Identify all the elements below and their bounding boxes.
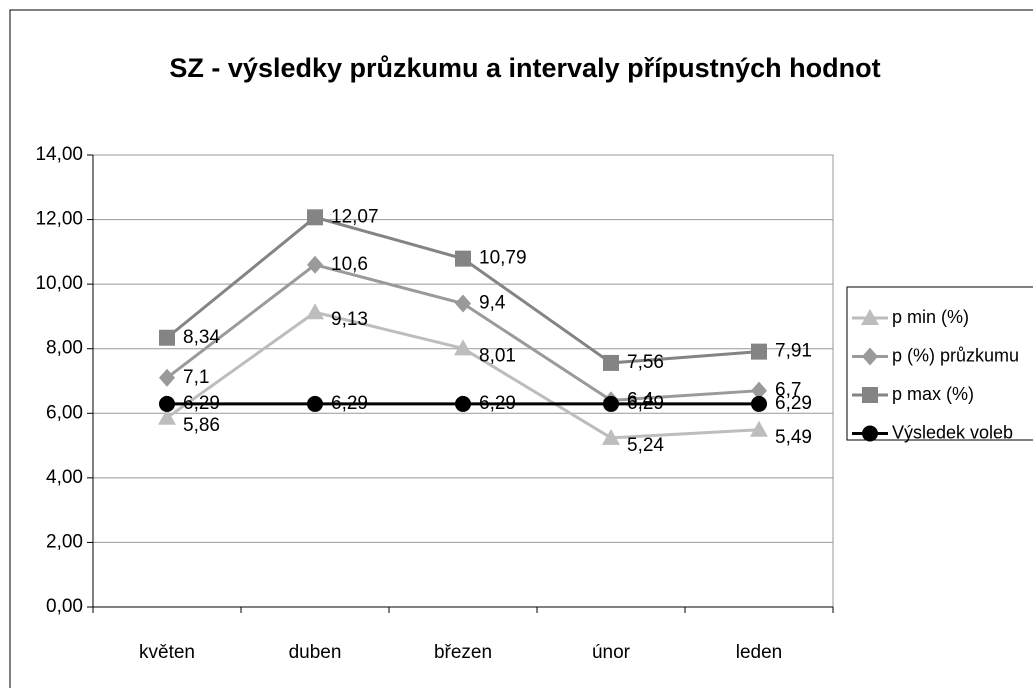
legend-label: Výsledek voleb (892, 422, 1013, 442)
legend-marker (862, 347, 878, 366)
marker (307, 255, 323, 274)
marker (603, 354, 619, 371)
marker (751, 381, 767, 400)
data-label: 7,1 (183, 367, 209, 388)
data-label: 6,29 (775, 393, 812, 414)
data-label: 9,4 (479, 293, 506, 314)
legend-label: p min (%) (892, 307, 969, 327)
y-tick-label: 12,00 (35, 209, 83, 230)
marker (307, 395, 323, 412)
marker (455, 250, 471, 267)
data-label: 6,29 (479, 393, 516, 414)
marker (455, 395, 471, 412)
data-label: 6,7 (775, 380, 801, 401)
marker (751, 343, 767, 360)
data-label: 10,6 (331, 254, 368, 275)
marker (158, 408, 176, 425)
y-tick-label: 14,00 (35, 144, 83, 165)
legend-marker (861, 309, 879, 325)
data-label: 6,29 (183, 393, 220, 414)
x-tick-label: květen (139, 642, 195, 663)
marker (751, 395, 767, 412)
y-tick-label: 4,00 (46, 467, 83, 488)
data-label: 9,13 (331, 309, 368, 330)
x-tick-label: duben (289, 642, 342, 663)
y-tick-label: 0,00 (46, 596, 83, 617)
y-tick-label: 10,00 (35, 273, 83, 294)
data-label: 8,34 (183, 327, 220, 348)
x-tick-label: únor (592, 642, 631, 663)
data-label: 7,56 (627, 352, 664, 373)
legend-marker (862, 387, 878, 403)
data-label: 6,29 (331, 393, 368, 414)
x-tick-label: leden (736, 642, 783, 663)
data-label: 12,07 (331, 206, 379, 227)
legend-label: p max (%) (892, 384, 974, 404)
legend-marker (862, 425, 878, 442)
marker (159, 329, 175, 346)
marker (307, 209, 323, 226)
chart-title: SZ - výsledky průzkumu a intervaly přípu… (169, 53, 880, 83)
y-tick-label: 8,00 (46, 338, 83, 359)
y-tick-label: 2,00 (46, 531, 83, 552)
data-label: 7,91 (775, 341, 812, 362)
marker (750, 420, 768, 437)
data-label: 8,01 (479, 345, 516, 366)
marker (603, 395, 619, 412)
marker (602, 428, 620, 445)
marker (159, 395, 175, 412)
legend-label: p (%) průzkumu (892, 345, 1019, 365)
data-label: 5,49 (775, 427, 812, 448)
marker (159, 368, 175, 387)
data-label: 6,29 (627, 393, 664, 414)
marker (455, 294, 471, 313)
data-label: 10,79 (479, 248, 527, 269)
marker (306, 303, 324, 320)
data-label: 5,86 (183, 415, 220, 436)
marker (454, 339, 472, 356)
legend-box (846, 286, 1033, 441)
y-tick-label: 6,00 (46, 402, 83, 423)
data-label: 5,24 (627, 435, 664, 456)
x-tick-label: březen (434, 642, 492, 663)
